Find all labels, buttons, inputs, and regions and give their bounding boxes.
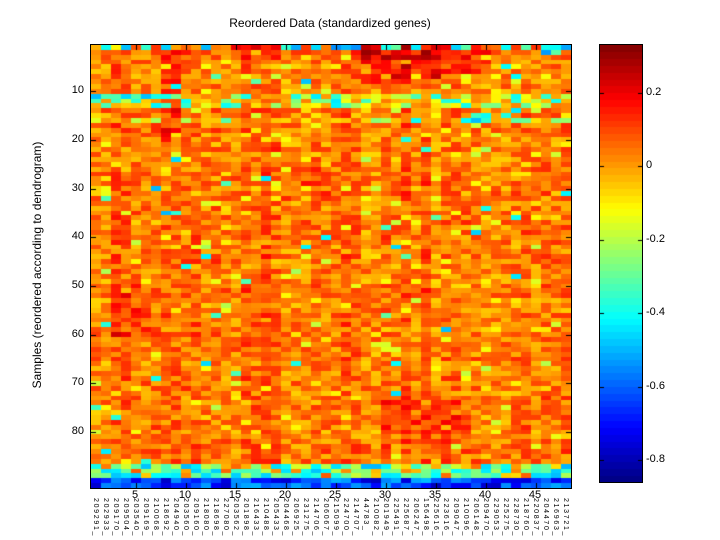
colorbar-canvas <box>599 44 643 483</box>
gene-label: 215099_ <box>332 498 339 538</box>
gene-label: 218760_ <box>522 498 529 538</box>
gene-label: 218698_ <box>212 498 219 538</box>
gene-label: 210082_ <box>372 498 379 538</box>
gene-label: 209047_ <box>452 498 459 538</box>
gene-label: 204468_ <box>282 498 289 538</box>
gene-label: 214707_ <box>352 498 359 538</box>
gene-label: 210068_ <box>152 498 159 538</box>
gene-label: 223616_ <box>442 498 449 538</box>
colorbar-tick-label: -0.4 <box>646 306 665 319</box>
x-tick-label: 40 <box>478 489 492 501</box>
x-tick-label: 15 <box>228 489 242 501</box>
gene-label: 205433_ <box>272 498 279 538</box>
gene-label: 203560_ <box>182 498 189 538</box>
gene-label: 156498_ <box>422 498 429 538</box>
gene-label: 216433_ <box>252 498 259 538</box>
gene-label: 209160_ <box>192 498 199 538</box>
gene-label: 227080_ <box>222 498 229 538</box>
gene-label: 204940_ <box>172 498 179 538</box>
gene-label: 202933_ <box>102 498 109 538</box>
x-tick-label: 35 <box>428 489 442 501</box>
gene-label: 201949_ <box>382 498 389 538</box>
gene-label: 225491_ <box>392 498 399 538</box>
y-tick-label: 10 <box>71 84 84 97</box>
colorbar-tick-label: 0 <box>646 159 653 172</box>
gene-label: 225275_ <box>502 498 509 538</box>
gene-label: 44783_ <box>362 498 369 532</box>
gene-label: 209170_ <box>112 498 119 538</box>
y-axis-label: Samples (reordered according to dendrogr… <box>30 141 44 389</box>
gene-label: 218692_ <box>162 498 169 538</box>
x-tick-label: 10 <box>178 489 192 501</box>
chart-title: Reordered Data (standardized genes) <box>229 16 431 30</box>
y-tick-label: 50 <box>71 278 84 291</box>
gene-label: 210096_ <box>462 498 469 538</box>
gene-label: 225616_ <box>432 498 439 538</box>
gene-label: 206067_ <box>322 498 329 538</box>
gene-label: 209169_ <box>142 498 149 538</box>
gene-label: 201898_ <box>242 498 249 538</box>
gene-label: 209470_ <box>482 498 489 538</box>
y-tick-label: 30 <box>71 181 84 194</box>
y-tick-label: 70 <box>71 376 84 389</box>
gene-label: 206247_ <box>412 498 419 538</box>
gene-label: 224700_ <box>342 498 349 538</box>
gene-label: 213721_ <box>562 498 569 538</box>
x-tick-label: 25 <box>328 489 342 501</box>
gene-label: 209504_ <box>122 498 129 538</box>
colorbar-tick-label: -0.6 <box>646 379 665 392</box>
gene-label: 214706_ <box>312 498 319 538</box>
gene-label: 228730_ <box>512 498 519 538</box>
gene-label: 209291_ <box>92 498 99 538</box>
gene-label: 203562_ <box>232 498 239 538</box>
colorbar-tick-label: 0.2 <box>646 85 662 98</box>
x-tick-label: 30 <box>378 489 392 501</box>
x-tick-label: 5 <box>131 489 139 501</box>
gene-label: 225687_ <box>402 498 409 538</box>
y-tick-label: 20 <box>71 132 84 145</box>
y-tick-label: 80 <box>71 425 84 438</box>
gene-label: 216963_ <box>552 498 559 538</box>
y-tick-label: 60 <box>71 327 84 340</box>
x-tick-label: 20 <box>278 489 292 501</box>
heatmap-canvas <box>90 44 572 489</box>
gene-label: 229053_ <box>492 498 499 538</box>
colorbar-tick-label: -0.8 <box>646 452 665 465</box>
gene-label: 218080_ <box>202 498 209 538</box>
gene-label: 203540_ <box>132 498 139 538</box>
y-tick-label: 40 <box>71 230 84 243</box>
colorbar-tick-label: -0.2 <box>646 232 665 245</box>
gene-label: 231275_ <box>302 498 309 538</box>
gene-label: 220837_ <box>532 498 539 538</box>
x-tick-label: 45 <box>528 489 542 501</box>
gene-label: 210488_ <box>262 498 269 538</box>
gene-label: 206148_ <box>472 498 479 538</box>
gene-label: 204470_ <box>542 498 549 538</box>
gene-label: 206925_ <box>292 498 299 538</box>
